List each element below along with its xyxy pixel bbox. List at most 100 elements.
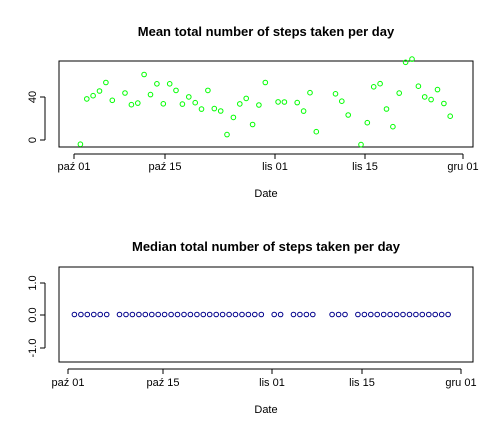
data-point	[406, 311, 413, 318]
data-point	[303, 311, 310, 318]
data-point	[78, 311, 84, 318]
x-tick-label: paź 15	[146, 377, 179, 389]
data-point	[245, 311, 252, 318]
data-point	[198, 106, 205, 112]
data-point	[447, 113, 454, 119]
data-point	[243, 95, 249, 102]
x-tick-label: paź 01	[51, 377, 84, 389]
y-tick-label: 0.0	[27, 307, 39, 322]
x-tick-label: gru 01	[447, 161, 478, 173]
data-point	[281, 99, 288, 105]
data-point	[313, 128, 320, 135]
data-point	[91, 311, 97, 318]
data-point	[339, 98, 345, 104]
plot-frame	[58, 266, 474, 363]
data-point	[275, 99, 281, 105]
panel-median: Median total number of steps taken per d…	[27, 239, 477, 416]
data-point	[310, 311, 316, 318]
data-point	[262, 79, 269, 86]
data-point	[445, 311, 451, 318]
data-point	[160, 101, 167, 107]
data-point	[155, 311, 161, 318]
y-axis: 0 40	[27, 91, 46, 143]
data-point	[230, 114, 237, 121]
data-point	[71, 311, 78, 318]
data-point	[90, 92, 96, 99]
data-point	[174, 311, 181, 318]
data-point	[402, 59, 409, 66]
data-point	[374, 311, 381, 318]
panel-mean: Mean total number of steps taken per day…	[27, 24, 479, 200]
data-point	[368, 311, 374, 318]
data-point	[173, 87, 179, 94]
data-point	[438, 311, 445, 318]
data-point	[141, 71, 147, 78]
x-tick-label: paź 15	[148, 161, 181, 173]
data-point	[364, 119, 371, 126]
data-point	[256, 102, 262, 108]
data-point	[432, 311, 439, 318]
y-tick-label: 40	[27, 91, 39, 103]
data-point	[332, 91, 339, 97]
data-point	[128, 101, 135, 108]
chart-title: Median total number of steps taken per d…	[132, 239, 401, 254]
data-point	[342, 311, 348, 318]
data-point	[415, 83, 422, 89]
data-point	[387, 311, 393, 318]
data-point	[96, 88, 103, 94]
data-point	[109, 97, 116, 104]
data-point	[258, 311, 265, 318]
x-axis: paź 01 paź 15 lis 01 lis 15 gru 01	[51, 368, 477, 389]
data-point	[377, 80, 383, 87]
data-point	[179, 101, 186, 107]
data-point	[219, 311, 226, 318]
x-tick-label: lis 15	[352, 161, 378, 173]
data-point	[129, 311, 136, 318]
data-point	[103, 79, 109, 86]
y-tick-label: 0	[27, 137, 39, 143]
data-point	[149, 311, 155, 318]
y-axis: -1.0 0.0 1.0	[27, 275, 46, 357]
data-point	[97, 311, 103, 318]
data-point	[84, 311, 91, 318]
data-point	[355, 311, 361, 318]
data-point	[413, 311, 419, 318]
data-point	[329, 311, 335, 318]
data-point	[181, 311, 187, 318]
data-point	[224, 131, 230, 138]
x-axis-label: Date	[254, 404, 277, 416]
data-point	[103, 311, 110, 318]
data-point	[426, 311, 432, 318]
x-axis-label: Date	[254, 188, 277, 200]
data-point	[77, 141, 84, 147]
data-point	[122, 90, 128, 96]
data-point	[358, 141, 364, 148]
data-points	[77, 56, 454, 148]
data-point	[123, 311, 129, 318]
data-point	[249, 121, 256, 128]
x-tick-label: lis 15	[349, 377, 375, 389]
data-point	[400, 311, 406, 318]
x-tick-label: lis 01	[262, 161, 288, 173]
data-point	[211, 105, 218, 112]
x-tick-label: paź 01	[57, 161, 90, 173]
data-point	[194, 311, 200, 318]
data-point	[307, 89, 313, 96]
data-point	[142, 311, 149, 318]
data-point	[206, 311, 213, 318]
data-point	[237, 101, 243, 107]
data-point	[161, 311, 168, 318]
data-point	[187, 311, 194, 318]
data-point	[232, 311, 239, 318]
data-point	[421, 94, 428, 100]
data-point	[84, 96, 90, 102]
data-point	[290, 311, 297, 318]
data-point	[166, 81, 173, 87]
data-point	[186, 94, 192, 100]
data-point	[154, 81, 160, 87]
data-point	[136, 311, 142, 318]
data-point	[116, 311, 123, 318]
data-point	[205, 87, 211, 94]
data-point	[252, 311, 258, 318]
